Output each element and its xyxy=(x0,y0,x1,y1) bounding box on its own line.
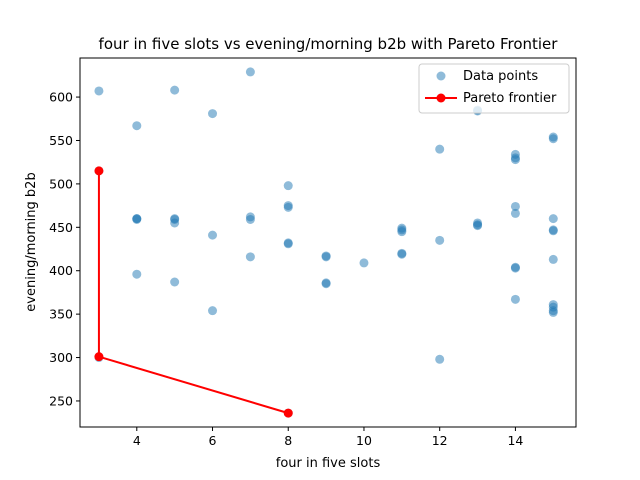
data-point xyxy=(397,249,407,259)
x-tick-label: 6 xyxy=(209,433,217,448)
x-tick-label: 8 xyxy=(284,433,292,448)
legend-box xyxy=(418,63,570,114)
x-tick-label: 4 xyxy=(133,433,141,448)
data-point xyxy=(548,134,558,144)
data-point xyxy=(245,252,255,262)
data-point xyxy=(510,263,520,273)
data-point xyxy=(132,214,142,224)
data-point xyxy=(548,254,558,264)
y-tick-label: 450 xyxy=(49,220,73,235)
data-point xyxy=(208,306,218,316)
legend-label-pareto: Pareto frontier xyxy=(463,91,557,106)
data-point xyxy=(510,201,520,211)
y-tick-label: 400 xyxy=(49,263,73,278)
y-tick-label: 600 xyxy=(49,90,73,105)
data-point xyxy=(548,307,558,317)
y-tick-label: 500 xyxy=(49,176,73,191)
legend: Data points Pareto frontier xyxy=(418,63,570,114)
data-point xyxy=(245,67,255,77)
x-tick-label: 12 xyxy=(432,433,448,448)
data-point xyxy=(132,121,142,131)
data-point xyxy=(359,258,369,268)
x-axis: 4 6 8 10 12 14 xyxy=(133,427,523,448)
data-point xyxy=(548,226,558,236)
legend-marker-pareto xyxy=(436,93,446,103)
y-tick-label: 350 xyxy=(49,307,73,322)
data-point xyxy=(283,239,293,249)
y-tick-label: 250 xyxy=(49,393,73,408)
data-point xyxy=(245,214,255,224)
data-point xyxy=(283,181,293,191)
data-point xyxy=(435,144,445,154)
x-tick-label: 10 xyxy=(356,433,372,448)
data-point xyxy=(321,279,331,289)
y-tick-label: 550 xyxy=(49,133,73,148)
data-point xyxy=(435,235,445,245)
data-point xyxy=(510,294,520,304)
x-axis-label: four in five slots xyxy=(276,456,381,471)
data-point xyxy=(510,208,520,218)
legend-label-data-points: Data points xyxy=(463,69,538,84)
data-point xyxy=(132,269,142,279)
data-point xyxy=(208,230,218,240)
plot-area xyxy=(94,67,558,418)
data-point xyxy=(170,85,180,95)
data-point xyxy=(283,202,293,212)
y-axis-label: evening/morning b2b xyxy=(24,172,39,311)
data-point xyxy=(548,214,558,224)
pareto-point xyxy=(283,408,293,418)
data-point xyxy=(473,221,483,231)
data-point xyxy=(435,354,445,364)
data-point xyxy=(208,109,218,119)
data-point xyxy=(170,277,180,287)
pareto-point xyxy=(94,166,104,176)
chart-title: four in five slots vs evening/morning b2… xyxy=(99,35,559,53)
axes-frame xyxy=(79,57,577,428)
data-point xyxy=(94,86,104,96)
data-point xyxy=(397,227,407,237)
x-tick-label: 14 xyxy=(507,433,523,448)
pareto-point xyxy=(94,352,104,362)
legend-marker-data-points xyxy=(436,71,446,81)
data-point xyxy=(510,155,520,165)
data-point xyxy=(170,218,180,228)
data-point xyxy=(321,252,331,262)
y-tick-label: 300 xyxy=(49,350,73,365)
y-axis: 250 300 350 400 450 500 550 600 xyxy=(49,90,80,408)
